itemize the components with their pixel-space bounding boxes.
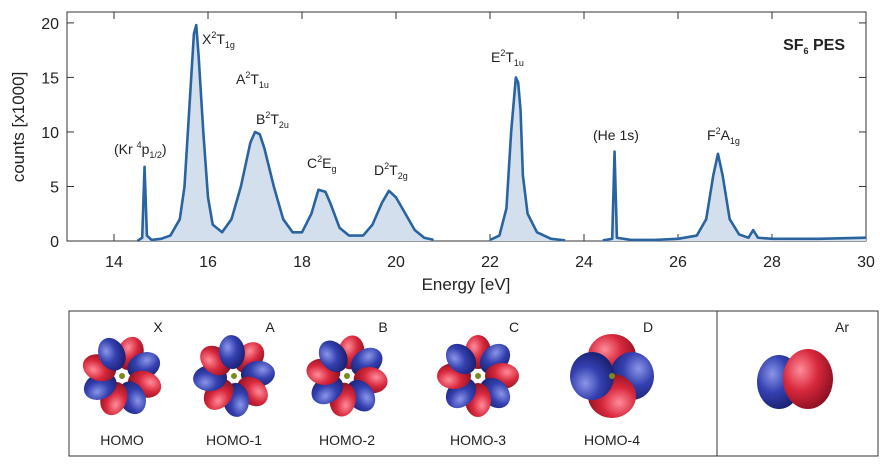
peak-label: X2T1g — [202, 30, 235, 50]
y-tick-label: 5 — [50, 179, 59, 196]
text-part: F — [707, 127, 716, 143]
text-part: 2g — [398, 171, 408, 181]
text-part: 1/2 — [149, 150, 162, 160]
text-part: ) — [162, 141, 167, 157]
y-tick-label: 20 — [41, 16, 59, 33]
chart-title: SF6 PES — [783, 37, 845, 56]
text-part: X — [202, 31, 212, 47]
text-part: p — [142, 141, 150, 157]
text-part: 2 — [500, 48, 505, 58]
text-part: A — [236, 71, 246, 87]
text-part: (Kr — [114, 141, 137, 157]
text-part: E — [322, 155, 331, 171]
text-part: PES — [809, 37, 846, 54]
orbital-letter: B — [378, 319, 387, 335]
peak-label: E2T1u — [491, 48, 524, 68]
orbital-lobe — [318, 340, 348, 373]
text-part: SF — [783, 37, 804, 54]
plot-frame — [66, 11, 867, 242]
orbital-lobe — [445, 343, 477, 375]
x-tick-label: 30 — [857, 254, 875, 271]
orbital-center — [609, 373, 615, 379]
orbital-letter: C — [509, 319, 519, 335]
x-tick-label: 18 — [293, 254, 311, 271]
text-part: 2u — [279, 120, 289, 130]
orbital-center — [475, 373, 481, 379]
orbital-letter: D — [643, 319, 653, 335]
orbital-lobe — [218, 335, 245, 370]
text-part: 2 — [245, 70, 250, 80]
y-tick-label: 0 — [50, 234, 59, 251]
y-axis-label: counts [x1000] — [9, 72, 28, 183]
spectrum-area — [137, 25, 866, 242]
orbital-image — [193, 335, 275, 417]
text-part: 1u — [514, 58, 524, 68]
text-part: D — [374, 162, 384, 178]
x-tick-label: 26 — [669, 254, 687, 271]
orbital-image — [570, 334, 654, 418]
peak-label: (He 1s) — [593, 127, 639, 143]
text-part: 4 — [137, 140, 142, 150]
x-tick-label: 22 — [481, 254, 499, 271]
orbital-lobe — [98, 337, 126, 371]
y-tick-label: 10 — [41, 125, 59, 142]
text-part: 2 — [211, 30, 216, 40]
orbital-center — [119, 373, 125, 379]
text-part: g — [331, 164, 336, 174]
orbital-image — [437, 335, 519, 417]
text-part: 1g — [730, 136, 740, 146]
text-part: (He 1s) — [593, 127, 639, 143]
orbital-label: HOMO — [100, 432, 144, 448]
text-part: 1g — [225, 40, 235, 50]
x-axis-label: Energy [eV] — [422, 275, 511, 294]
text-part: B — [256, 111, 265, 127]
orbital-label: HOMO-1 — [206, 432, 262, 448]
orbital-letter: X — [153, 319, 163, 335]
x-tick-label: 20 — [387, 254, 405, 271]
orbital-lobe — [570, 352, 614, 400]
text-part: 2 — [317, 154, 322, 164]
x-tick-label: 28 — [763, 254, 781, 271]
text-part: T — [505, 49, 514, 65]
x-tick-label: 24 — [575, 254, 593, 271]
peak-label: D2T2g — [374, 161, 408, 181]
peak-label: F2A1g — [707, 126, 740, 146]
text-part: T — [216, 31, 225, 47]
spectrum-line — [136, 23, 867, 243]
orbital-label: HOMO-2 — [319, 432, 375, 448]
text-part: T — [389, 162, 398, 178]
x-tick-label: 16 — [199, 254, 217, 271]
orbital-label: HOMO-4 — [584, 432, 640, 448]
text-part: 1u — [259, 80, 269, 90]
peak-label: A2T1u — [236, 70, 269, 90]
orbital-center — [231, 373, 237, 379]
orbital-label: HOMO-3 — [450, 432, 506, 448]
atom-lobe-red — [783, 349, 833, 409]
text-part: 2 — [716, 126, 721, 136]
orbital-image — [82, 336, 162, 416]
orbital-image — [306, 335, 388, 417]
atom-letter: Ar — [835, 319, 849, 335]
y-tick-label: 15 — [41, 70, 59, 87]
text-part: 2 — [265, 110, 270, 120]
orbital-center — [344, 373, 350, 379]
text-part: 6 — [804, 46, 809, 56]
peak-label: (Kr 4p1/2) — [114, 140, 167, 160]
text-part: E — [491, 49, 500, 65]
text-part: A — [721, 127, 731, 143]
orbital-panel — [68, 310, 879, 457]
x-tick-label: 14 — [105, 254, 123, 271]
orbital-letter: A — [265, 319, 275, 335]
text-part: C — [307, 155, 317, 171]
text-part: T — [250, 71, 259, 87]
text-part: T — [270, 111, 279, 127]
peak-label: B2T2u — [256, 110, 289, 130]
text-part: 2 — [384, 161, 389, 171]
peak-label: C2Eg — [307, 154, 337, 174]
